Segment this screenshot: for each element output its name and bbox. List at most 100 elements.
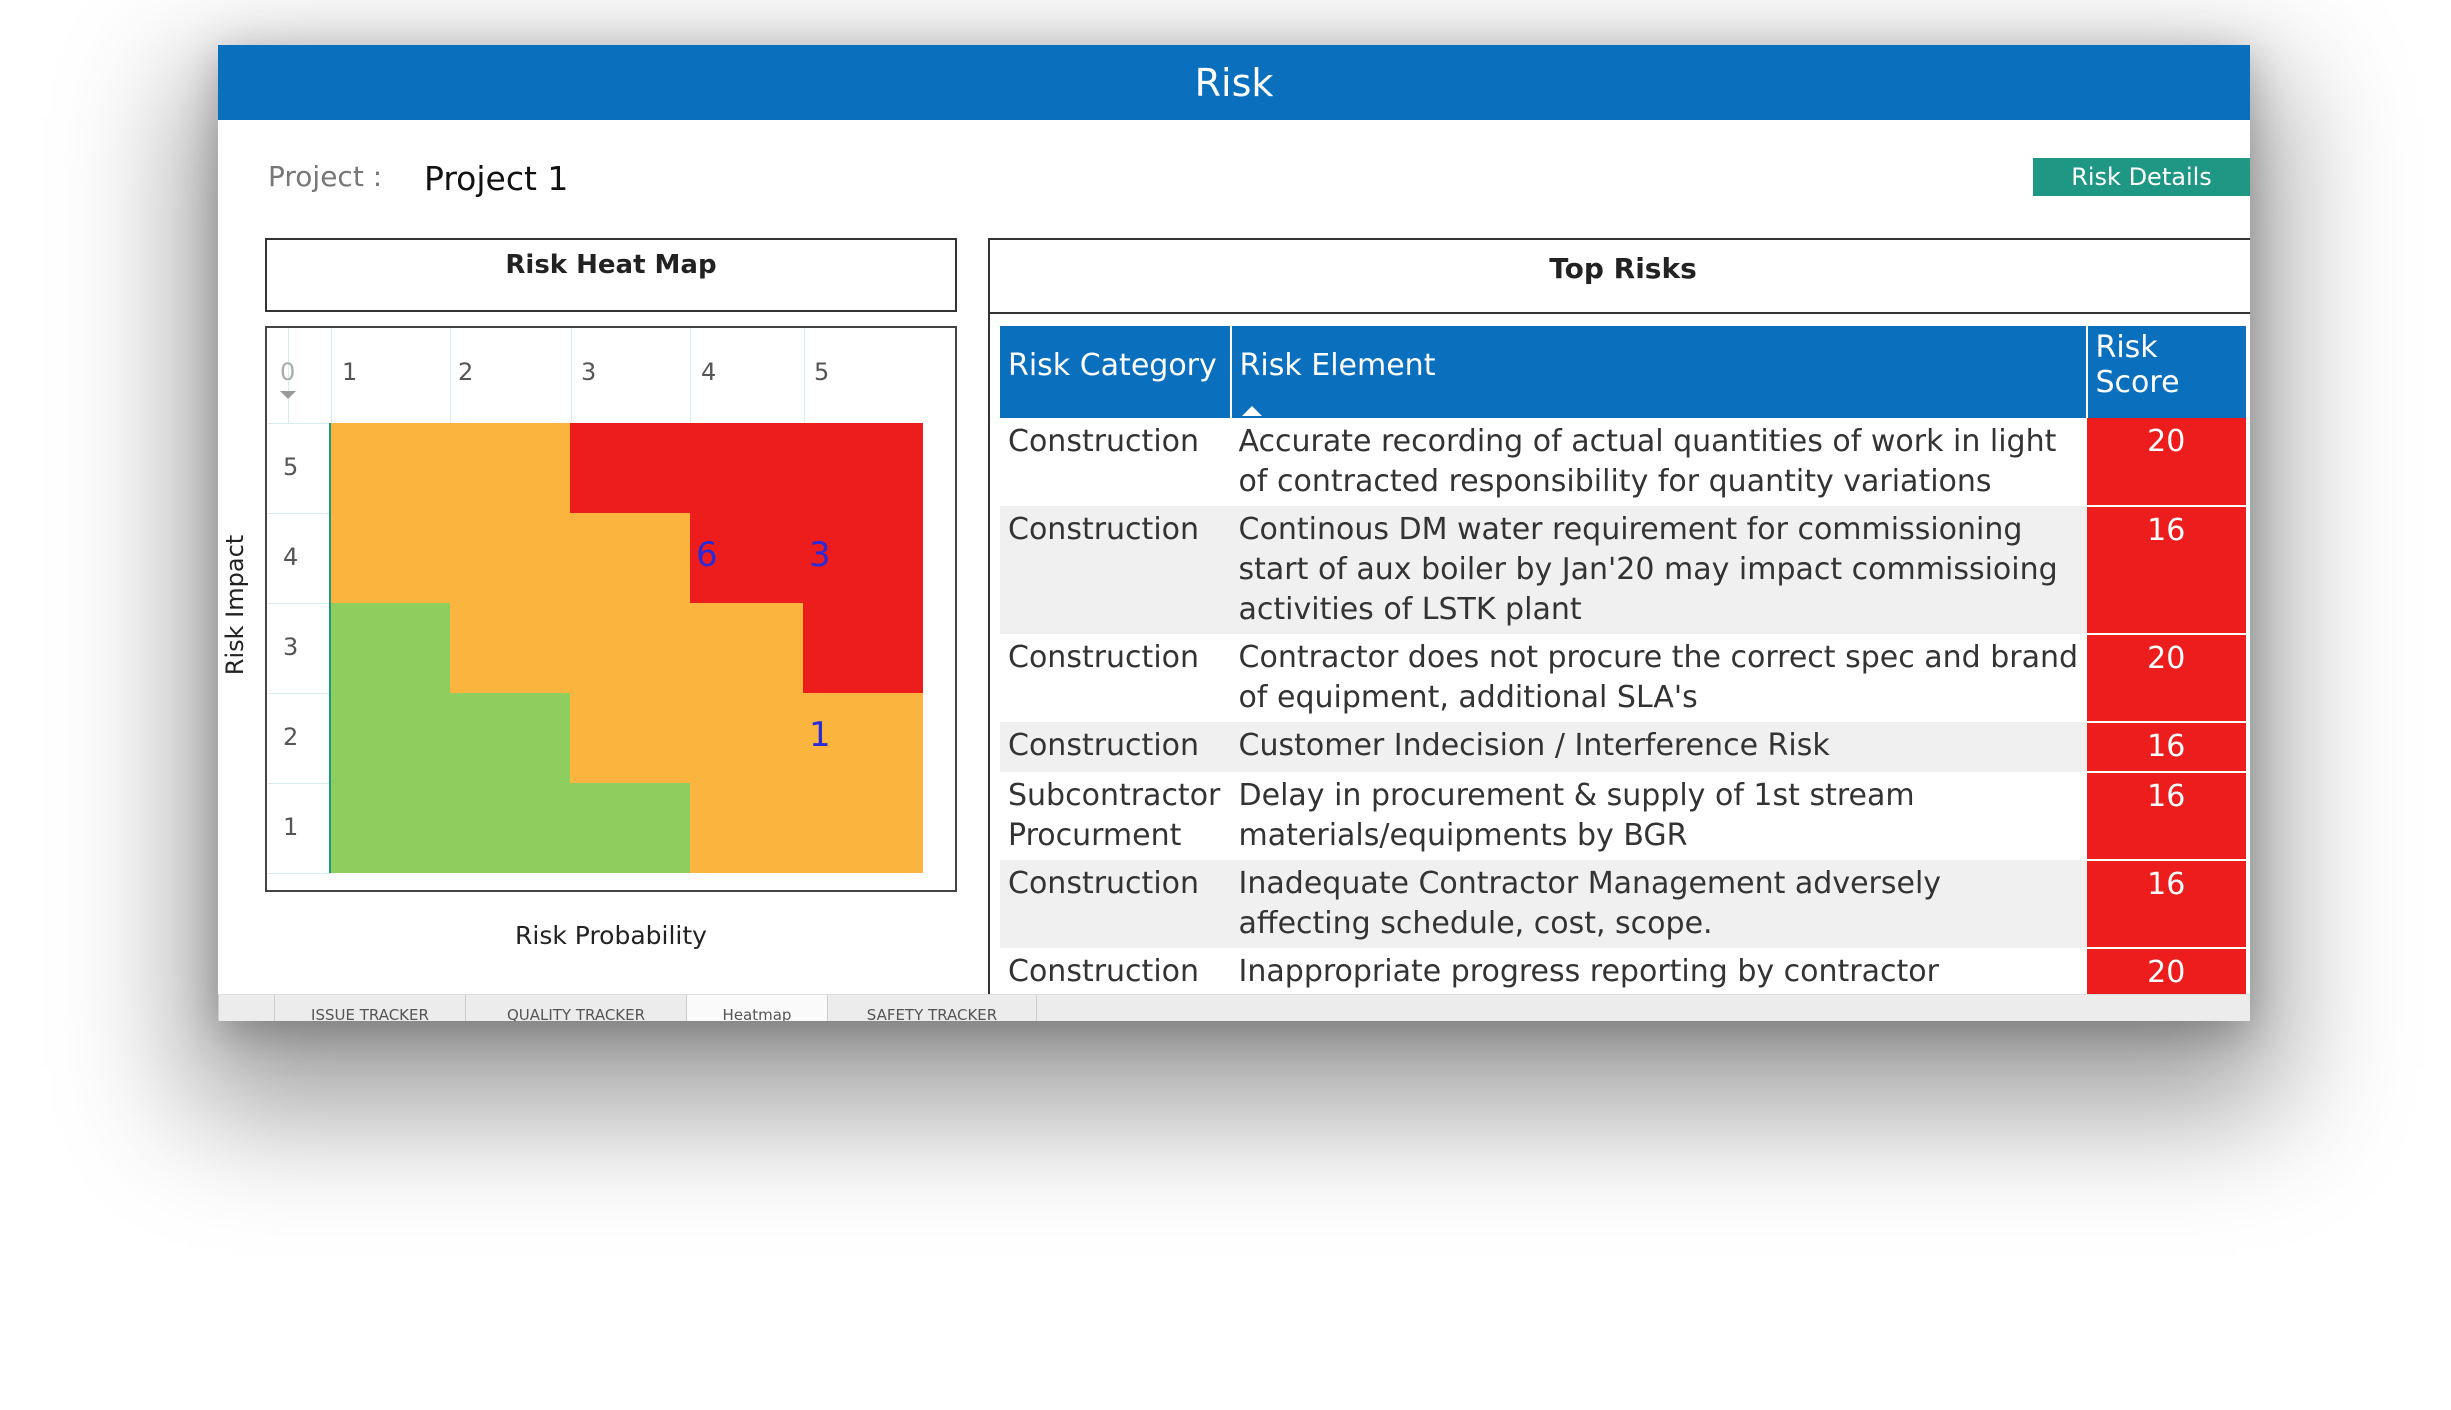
heatmap-cell[interactable] — [690, 693, 803, 783]
heatmap-cell[interactable] — [331, 783, 450, 873]
heatmap-cell[interactable] — [690, 513, 803, 603]
heatmap-cell-count[interactable]: 6 — [696, 535, 718, 575]
heatmap-cell[interactable] — [450, 423, 570, 513]
heatmap-gridline — [268, 513, 331, 514]
heatmap-y-tick: 3 — [283, 633, 299, 661]
heatmap-cell[interactable] — [803, 783, 923, 873]
heatmap-x-tick: 3 — [581, 358, 597, 386]
heatmap-cell[interactable] — [803, 423, 923, 513]
heatmap-gridline — [268, 783, 331, 784]
heatmap-cell[interactable] — [331, 603, 450, 693]
heatmap-gridline — [268, 693, 331, 694]
heatmap-x-axis-label: Risk Probability — [515, 921, 707, 950]
risk-category-cell: Construction — [1008, 954, 1200, 989]
heatmap-x-tick: 1 — [342, 358, 358, 386]
heatmap-cell[interactable] — [803, 603, 923, 693]
tab-partial[interactable] — [218, 995, 275, 1021]
table-row[interactable]: Construction Contractor does not procure … — [1000, 634, 2246, 723]
column-header-label: Risk Category — [1008, 347, 1217, 383]
heatmap-cell[interactable] — [570, 423, 690, 513]
heatmap-cell[interactable] — [570, 603, 690, 693]
risk-element-cell: Contractor does not procure the correct … — [1238, 640, 2079, 715]
heatmap-y-tick: 4 — [283, 543, 299, 571]
heatmap-cell[interactable] — [690, 603, 803, 693]
risk-element-cell: Accurate recording of actual quantities … — [1238, 424, 2057, 499]
risk-category-cell: Construction — [1000, 860, 1231, 948]
tab-safety-tracker[interactable]: SAFETY TRACKER — [827, 995, 1037, 1021]
heatmap-cell-count[interactable]: 1 — [809, 715, 831, 755]
heatmap-cell[interactable] — [690, 783, 803, 873]
risk-category-cell: Construction — [1000, 506, 1231, 634]
heatmap-cell[interactable] — [450, 513, 570, 603]
table-header-row: Risk Category Risk Element Risk Score — [1000, 326, 2246, 418]
heatmap-cell[interactable] — [331, 423, 450, 513]
heatmap-title: Risk Heat Map — [505, 250, 717, 280]
heatmap-cell[interactable] — [450, 603, 570, 693]
risk-score-cell: 16 — [2086, 772, 2246, 861]
risk-category-cell: Subcontractor Procurment — [1008, 778, 1221, 853]
risk-details-button[interactable]: Risk Details — [2033, 158, 2250, 196]
table-row[interactable]: Construction Inappropriate progress repor… — [1000, 948, 2246, 999]
heatmap-gridline — [268, 603, 331, 604]
heatmap-y-axis-line — [329, 423, 331, 873]
heatmap-gridline — [571, 328, 572, 423]
tab-heatmap[interactable]: Heatmap — [686, 995, 828, 1021]
project-label: Project : — [268, 160, 383, 193]
heatmap-cell[interactable] — [570, 513, 690, 603]
heatmap-cell[interactable] — [331, 513, 450, 603]
risk-score-cell: 16 — [2086, 860, 2246, 949]
heatmap-x-tick: 4 — [701, 358, 717, 386]
table-row[interactable]: Construction Continous DM water requireme… — [1000, 506, 2246, 635]
heatmap-y-tick: 5 — [283, 453, 299, 481]
heatmap-cell[interactable] — [450, 693, 570, 783]
risk-element-cell: Delay in procurement & supply of 1st str… — [1238, 778, 1915, 853]
top-risks-table-container: Risk Category Risk Element Risk Score Co… — [988, 314, 2250, 1021]
heatmap-cell[interactable] — [803, 513, 923, 603]
heatmap-cell[interactable] — [570, 783, 690, 873]
axis-dropdown-icon[interactable] — [280, 391, 296, 399]
heatmap-x-tick: 5 — [814, 358, 830, 386]
heatmap-cell[interactable] — [690, 423, 803, 513]
heatmap-cell[interactable] — [803, 693, 923, 783]
heatmap-gridline — [804, 328, 805, 423]
column-header-risk-element[interactable]: Risk Element — [1230, 326, 2088, 418]
top-risks-title: Top Risks — [1549, 252, 1697, 285]
heatmap-title-box: Risk Heat Map — [265, 238, 957, 312]
heatmap-cell-count[interactable]: 3 — [809, 535, 831, 575]
heatmap-cell[interactable] — [331, 693, 450, 783]
report-window: Risk Project : Project 1 Risk Details Ri… — [218, 45, 2250, 1021]
heatmap-cell[interactable] — [570, 693, 690, 783]
risk-element-cell: Inadequate Contractor Management adverse… — [1230, 860, 2087, 948]
tab-quality-tracker[interactable]: QUALITY TRACKER — [465, 995, 687, 1021]
top-risks-title-box: Top Risks — [988, 238, 2250, 314]
table-row[interactable]: Construction Inadequate Contractor Manage… — [1000, 860, 2246, 949]
project-name[interactable]: Project 1 — [424, 159, 569, 198]
heatmap-gridline — [331, 328, 332, 423]
report-tab-bar: ISSUE TRACKER QUALITY TRACKER Heatmap SA… — [218, 994, 2250, 1021]
column-header-risk-score[interactable]: Risk Score — [2086, 326, 2246, 418]
risk-element-cell: Customer Indecision / Interference Risk — [1230, 722, 2087, 772]
risk-score-cell: 20 — [2086, 634, 2246, 723]
top-risks-table: Risk Category Risk Element Risk Score Co… — [1000, 326, 2246, 1021]
tab-issue-tracker[interactable]: ISSUE TRACKER — [274, 995, 466, 1021]
heatmap-gridline — [268, 873, 331, 874]
heatmap-cell[interactable] — [450, 783, 570, 873]
table-row[interactable]: Subcontractor Procurment Delay in procure… — [1000, 772, 2246, 861]
heatmap-y-axis-label: Risk Impact — [221, 534, 249, 676]
risk-element-cell: Continous DM water requirement for commi… — [1230, 506, 2087, 634]
heatmap-gridline — [690, 328, 691, 423]
risk-category-cell: Construction — [1008, 640, 1200, 675]
column-header-risk-category[interactable]: Risk Category — [1000, 326, 1232, 418]
risk-score-cell: 16 — [2086, 506, 2246, 635]
risk-score-cell: 16 — [2086, 722, 2246, 773]
table-row[interactable]: Construction Customer Indecision / Interf… — [1000, 722, 2246, 773]
risk-score-cell: 20 — [2086, 948, 2246, 999]
sort-ascending-icon — [1241, 406, 1262, 416]
table-row[interactable]: Construction Accurate recording of actual… — [1000, 418, 2246, 507]
heatmap-x-tick: 0 — [280, 358, 296, 386]
heatmap-y-tick: 1 — [283, 813, 299, 841]
heatmap-gridline — [450, 328, 451, 423]
heatmap-y-tick: 2 — [283, 723, 299, 751]
page-title: Risk — [1194, 60, 1274, 105]
column-header-label: Risk Score — [2095, 330, 2180, 400]
